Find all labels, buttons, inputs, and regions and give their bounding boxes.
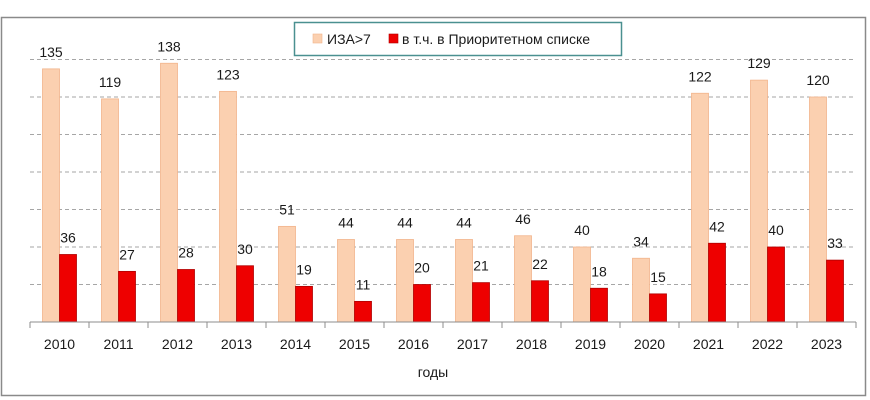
data-label-priority-2015: 11	[356, 276, 371, 292]
x-tick-label-2016: 2016	[398, 336, 429, 352]
x-tick-label-2013: 2013	[221, 336, 252, 352]
x-tick-label-2017: 2017	[457, 336, 488, 352]
bar-priority-2019	[590, 287, 608, 323]
bar-priority-2023	[826, 259, 844, 323]
data-label-iza-2011: 119	[99, 74, 122, 90]
data-label-priority-2014: 19	[296, 261, 312, 277]
bar-priority-2021	[708, 242, 726, 323]
data-label-iza-2016: 44	[397, 215, 413, 231]
bar-iza-2023	[809, 96, 827, 323]
x-axis-title: годы	[418, 364, 449, 380]
bar-iza-2010	[42, 68, 60, 323]
bar-priority-2010	[59, 254, 77, 323]
bar-iza-2020	[632, 257, 650, 323]
bar-iza-2013	[219, 90, 237, 323]
chart-frame	[0, 16, 867, 397]
data-label-priority-2016: 20	[414, 260, 430, 276]
legend-swatch-priority	[388, 33, 399, 44]
data-label-iza-2013: 123	[216, 66, 240, 82]
bar-priority-2011	[118, 270, 136, 323]
bar-iza-2014	[278, 225, 296, 323]
data-label-priority-2011: 27	[119, 246, 135, 262]
x-tick-label-2011: 2011	[103, 336, 133, 352]
data-label-iza-2021: 122	[688, 68, 712, 84]
bar-iza-2018	[514, 235, 532, 323]
data-label-iza-2012: 138	[157, 38, 181, 54]
data-label-iza-2019: 40	[574, 222, 590, 238]
legend-label-priority: в т.ч. в Приоритетном списке	[402, 31, 590, 47]
data-label-priority-2023: 33	[827, 235, 843, 251]
data-label-priority-2020: 15	[650, 269, 666, 285]
legend: ИЗА>7 в т.ч. в Приоритетном списке	[293, 21, 623, 57]
data-label-priority-2010: 36	[60, 230, 76, 246]
data-label-priority-2012: 28	[178, 245, 194, 261]
x-tick-label-2010: 2010	[44, 336, 75, 352]
data-label-iza-2014: 51	[279, 201, 295, 217]
x-tick-label-2018: 2018	[516, 336, 547, 352]
bar-iza-2011	[101, 98, 119, 323]
legend-label-iza: ИЗА>7	[327, 31, 371, 47]
x-tick-label-2015: 2015	[339, 336, 370, 352]
data-label-priority-2022: 40	[768, 222, 784, 238]
bar-priority-2012	[177, 269, 195, 323]
bar-priority-2014	[295, 285, 313, 323]
legend-swatch-iza	[312, 33, 323, 44]
bar-iza-2022	[750, 79, 768, 323]
plot-area: 1353620101192720111382820121233020135119…	[29, 38, 857, 352]
bar-priority-2013	[236, 265, 254, 323]
bar-priority-2016	[413, 284, 431, 323]
x-tick-label-2014: 2014	[280, 336, 311, 352]
bar-iza-2012	[160, 62, 178, 323]
x-tick-label-2012: 2012	[162, 336, 193, 352]
data-label-priority-2013: 30	[237, 241, 253, 257]
bar-iza-2019	[573, 246, 591, 323]
bar-priority-2018	[531, 280, 549, 323]
bar-iza-2021	[691, 92, 709, 323]
data-label-iza-2010: 135	[39, 44, 63, 60]
bar-priority-2022	[767, 246, 785, 323]
x-tick-label-2019: 2019	[575, 336, 606, 352]
data-label-priority-2019: 18	[591, 263, 607, 279]
x-tick-label-2023: 2023	[811, 336, 842, 352]
data-label-iza-2018: 46	[515, 211, 531, 227]
data-label-iza-2020: 34	[633, 233, 649, 249]
x-tick-label-2020: 2020	[634, 336, 665, 352]
bar-priority-2020	[649, 293, 667, 323]
bar-iza-2016	[396, 239, 414, 323]
data-label-iza-2017: 44	[456, 215, 472, 231]
data-label-iza-2022: 129	[747, 55, 771, 71]
data-label-priority-2017: 21	[473, 258, 489, 274]
x-tick-label-2021: 2021	[693, 336, 724, 352]
legend-box	[293, 21, 623, 57]
bar-priority-2015	[354, 300, 372, 323]
data-label-iza-2023: 120	[806, 72, 830, 88]
data-label-iza-2015: 44	[338, 215, 354, 231]
bar-iza-2017	[455, 239, 473, 323]
data-label-priority-2018: 22	[532, 256, 548, 272]
x-tick-label-2022: 2022	[752, 336, 783, 352]
data-label-priority-2021: 42	[709, 218, 725, 234]
bar-priority-2017	[472, 282, 490, 323]
bar-iza-2015	[337, 239, 355, 323]
